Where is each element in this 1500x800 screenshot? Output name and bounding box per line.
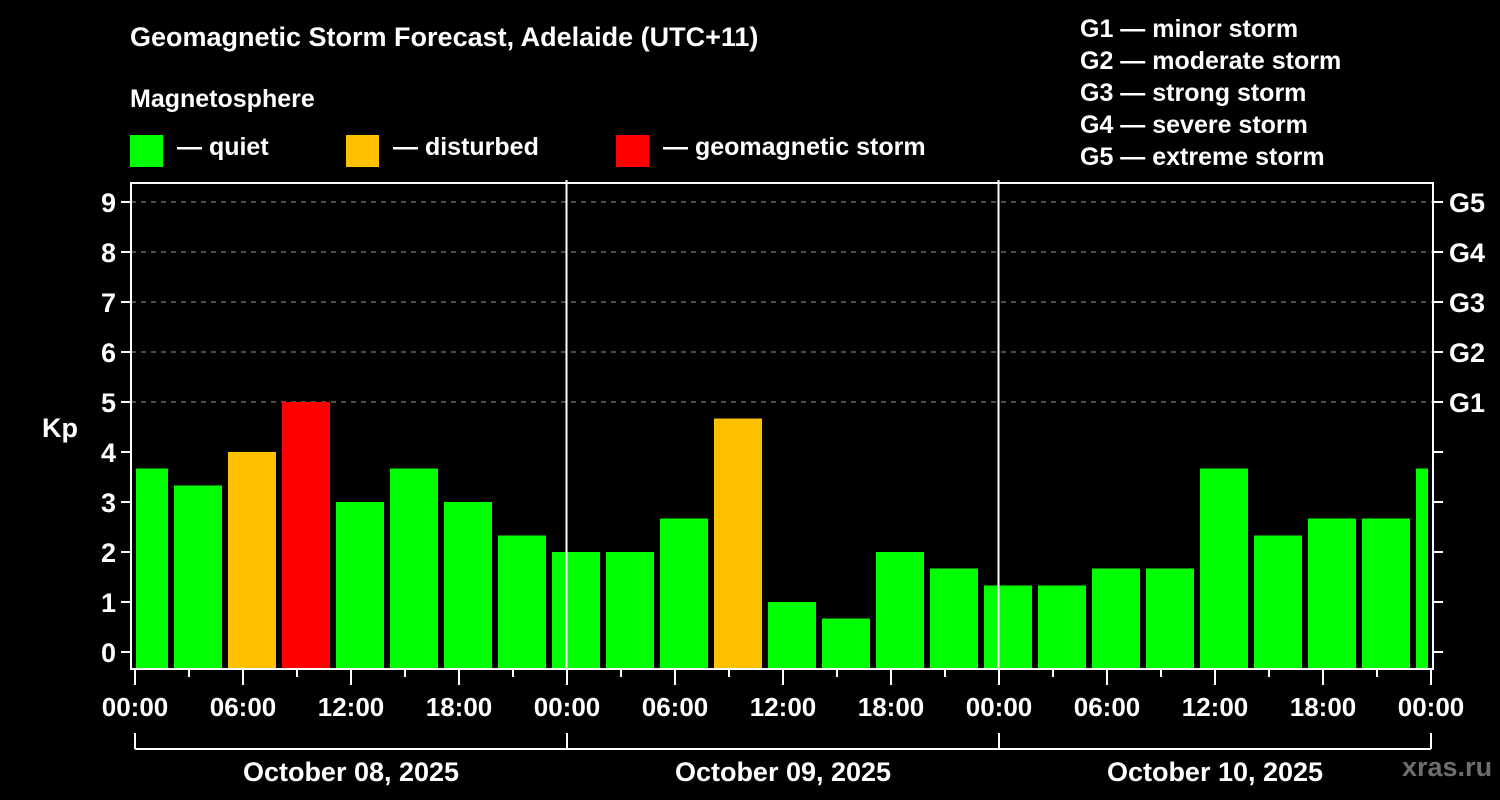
x-tick-label: 00:00	[1398, 692, 1465, 722]
kp-bar	[552, 552, 600, 668]
kp-bar	[282, 402, 330, 668]
kp-bar	[876, 552, 924, 668]
kp-bar	[1092, 568, 1140, 668]
kp-bar	[174, 485, 222, 668]
x-tick-label: 00:00	[534, 692, 601, 722]
kp-bar	[498, 535, 546, 668]
kp-bar	[444, 502, 492, 668]
x-tick-label: 00:00	[966, 692, 1033, 722]
y-tick-label: 7	[101, 288, 116, 318]
date-label: October 08, 2025	[243, 757, 459, 787]
g-level-label: G1	[1449, 388, 1485, 418]
kp-bar	[1416, 468, 1428, 668]
g-scale-legend: G1 — minor storm G2 — moderate storm G3 …	[1080, 13, 1341, 173]
g-scale-g1: G1 — minor storm	[1080, 15, 1299, 43]
g-level-label: G5	[1449, 188, 1485, 218]
y-tick-label: 6	[101, 338, 116, 368]
x-tick-label: 06:00	[1074, 692, 1141, 722]
kp-bar	[930, 568, 978, 668]
g-level-label: G3	[1449, 288, 1485, 318]
kp-bar	[1362, 518, 1410, 668]
kp-bar	[714, 418, 762, 668]
legend-label-quiet: — quiet	[177, 133, 269, 161]
kp-bar	[390, 468, 438, 668]
watermark: xras.ru	[1402, 752, 1493, 782]
x-tick-label: 06:00	[210, 692, 277, 722]
x-tick-label: 12:00	[318, 692, 385, 722]
x-tick-label: 00:00	[102, 692, 169, 722]
kp-bar	[1146, 568, 1194, 668]
y-tick-label: 9	[101, 188, 116, 218]
y-axis-label: Kp	[42, 413, 78, 443]
x-tick-label: 06:00	[642, 692, 709, 722]
g-scale-g5: G5 — extreme storm	[1080, 143, 1325, 171]
y-tick-label: 8	[101, 238, 116, 268]
legend-subtitle: Magnetosphere	[130, 85, 315, 113]
x-tick-label: 18:00	[426, 692, 493, 722]
x-tick-label: 18:00	[1290, 692, 1357, 722]
y-tick-label: 4	[101, 438, 116, 468]
kp-bar	[336, 502, 384, 668]
kp-bar	[822, 618, 870, 668]
legend-label-storm: — geomagnetic storm	[663, 133, 926, 161]
kp-bar	[1254, 535, 1302, 668]
kp-bar	[984, 585, 1032, 668]
y-tick-label: 1	[101, 588, 116, 618]
g-scale-g4: G4 — severe storm	[1080, 111, 1308, 139]
date-label: October 10, 2025	[1107, 757, 1323, 787]
kp-bar	[1038, 585, 1086, 668]
legend-swatch-disturbed	[346, 135, 379, 167]
kp-bar	[660, 518, 708, 668]
y-tick-label: 3	[101, 488, 116, 518]
legend-swatch-quiet	[130, 135, 163, 167]
g-scale-g3: G3 — strong storm	[1080, 79, 1307, 107]
g-level-label: G4	[1449, 238, 1485, 268]
kp-bar	[228, 452, 276, 668]
date-label: October 09, 2025	[675, 757, 891, 787]
kp-bar	[768, 602, 816, 668]
legend-label-disturbed: — disturbed	[393, 133, 539, 161]
kp-bar	[1200, 468, 1248, 668]
x-tick-label: 18:00	[858, 692, 925, 722]
y-tick-label: 5	[101, 388, 116, 418]
y-tick-label: 0	[101, 638, 116, 668]
chart-title: Geomagnetic Storm Forecast, Adelaide (UT…	[130, 22, 759, 52]
g-level-label: G2	[1449, 338, 1485, 368]
legend-swatch-storm	[616, 135, 649, 167]
g-scale-g2: G2 — moderate storm	[1080, 47, 1342, 75]
y-tick-label: 2	[101, 538, 116, 568]
kp-bar	[136, 468, 168, 668]
kp-bar	[606, 552, 654, 668]
x-tick-label: 12:00	[1182, 692, 1249, 722]
kp-bar	[1308, 518, 1356, 668]
x-tick-label: 12:00	[750, 692, 817, 722]
